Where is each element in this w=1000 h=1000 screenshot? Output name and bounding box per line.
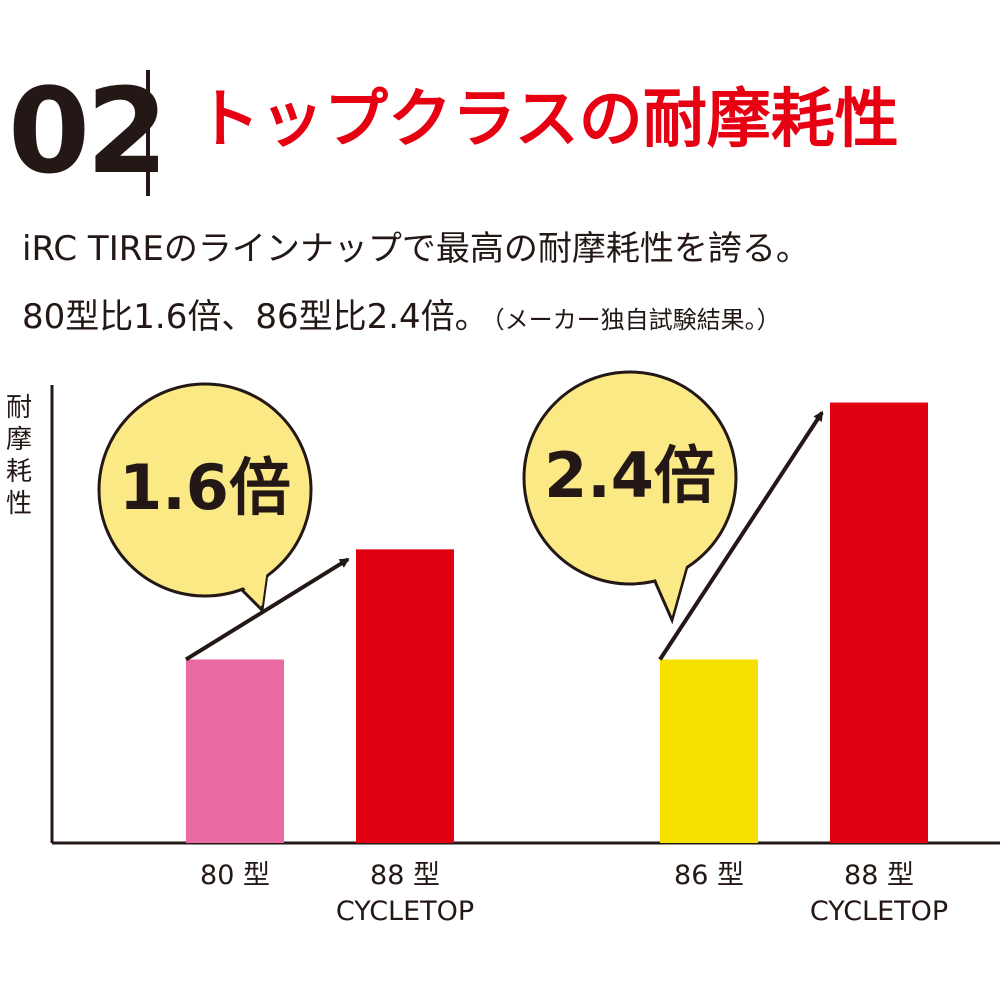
x-tick-label: 80 型 xyxy=(200,860,270,891)
x-tick-label: 86 型 xyxy=(674,860,744,891)
annotation: 2.4倍 xyxy=(544,439,716,512)
x-tick-label: 88 型 CYCLETOP xyxy=(809,860,949,927)
section-number: 02 xyxy=(8,62,168,200)
bar xyxy=(356,549,454,843)
callout xyxy=(522,370,738,586)
bar xyxy=(660,659,758,843)
separator xyxy=(146,70,150,196)
annotation: 1.6倍 xyxy=(119,451,291,524)
description: 80型比1.6倍、86型比2.4倍。 （メーカー独自試験結果。） xyxy=(22,300,781,334)
bar xyxy=(830,402,928,843)
note: （メーカー独自試験結果。） xyxy=(492,306,781,334)
x-tick-label: 88 型 CYCLETOP xyxy=(335,860,475,927)
callout xyxy=(97,382,313,598)
arrow xyxy=(658,410,824,661)
section-title: トップクラスの耐摩耗性 xyxy=(196,83,899,157)
y-axis-label: 耐摩耗性 xyxy=(6,393,33,519)
bar xyxy=(186,659,284,843)
callout-tail-fill xyxy=(650,552,690,616)
description: 80型比1.6倍、86型比2.4倍。 xyxy=(22,297,489,337)
callout-tail-fill xyxy=(230,562,268,606)
description: iRC TIREのラインナップで最高の耐摩耗性を誇る。 xyxy=(22,229,810,269)
arrow xyxy=(184,557,350,662)
